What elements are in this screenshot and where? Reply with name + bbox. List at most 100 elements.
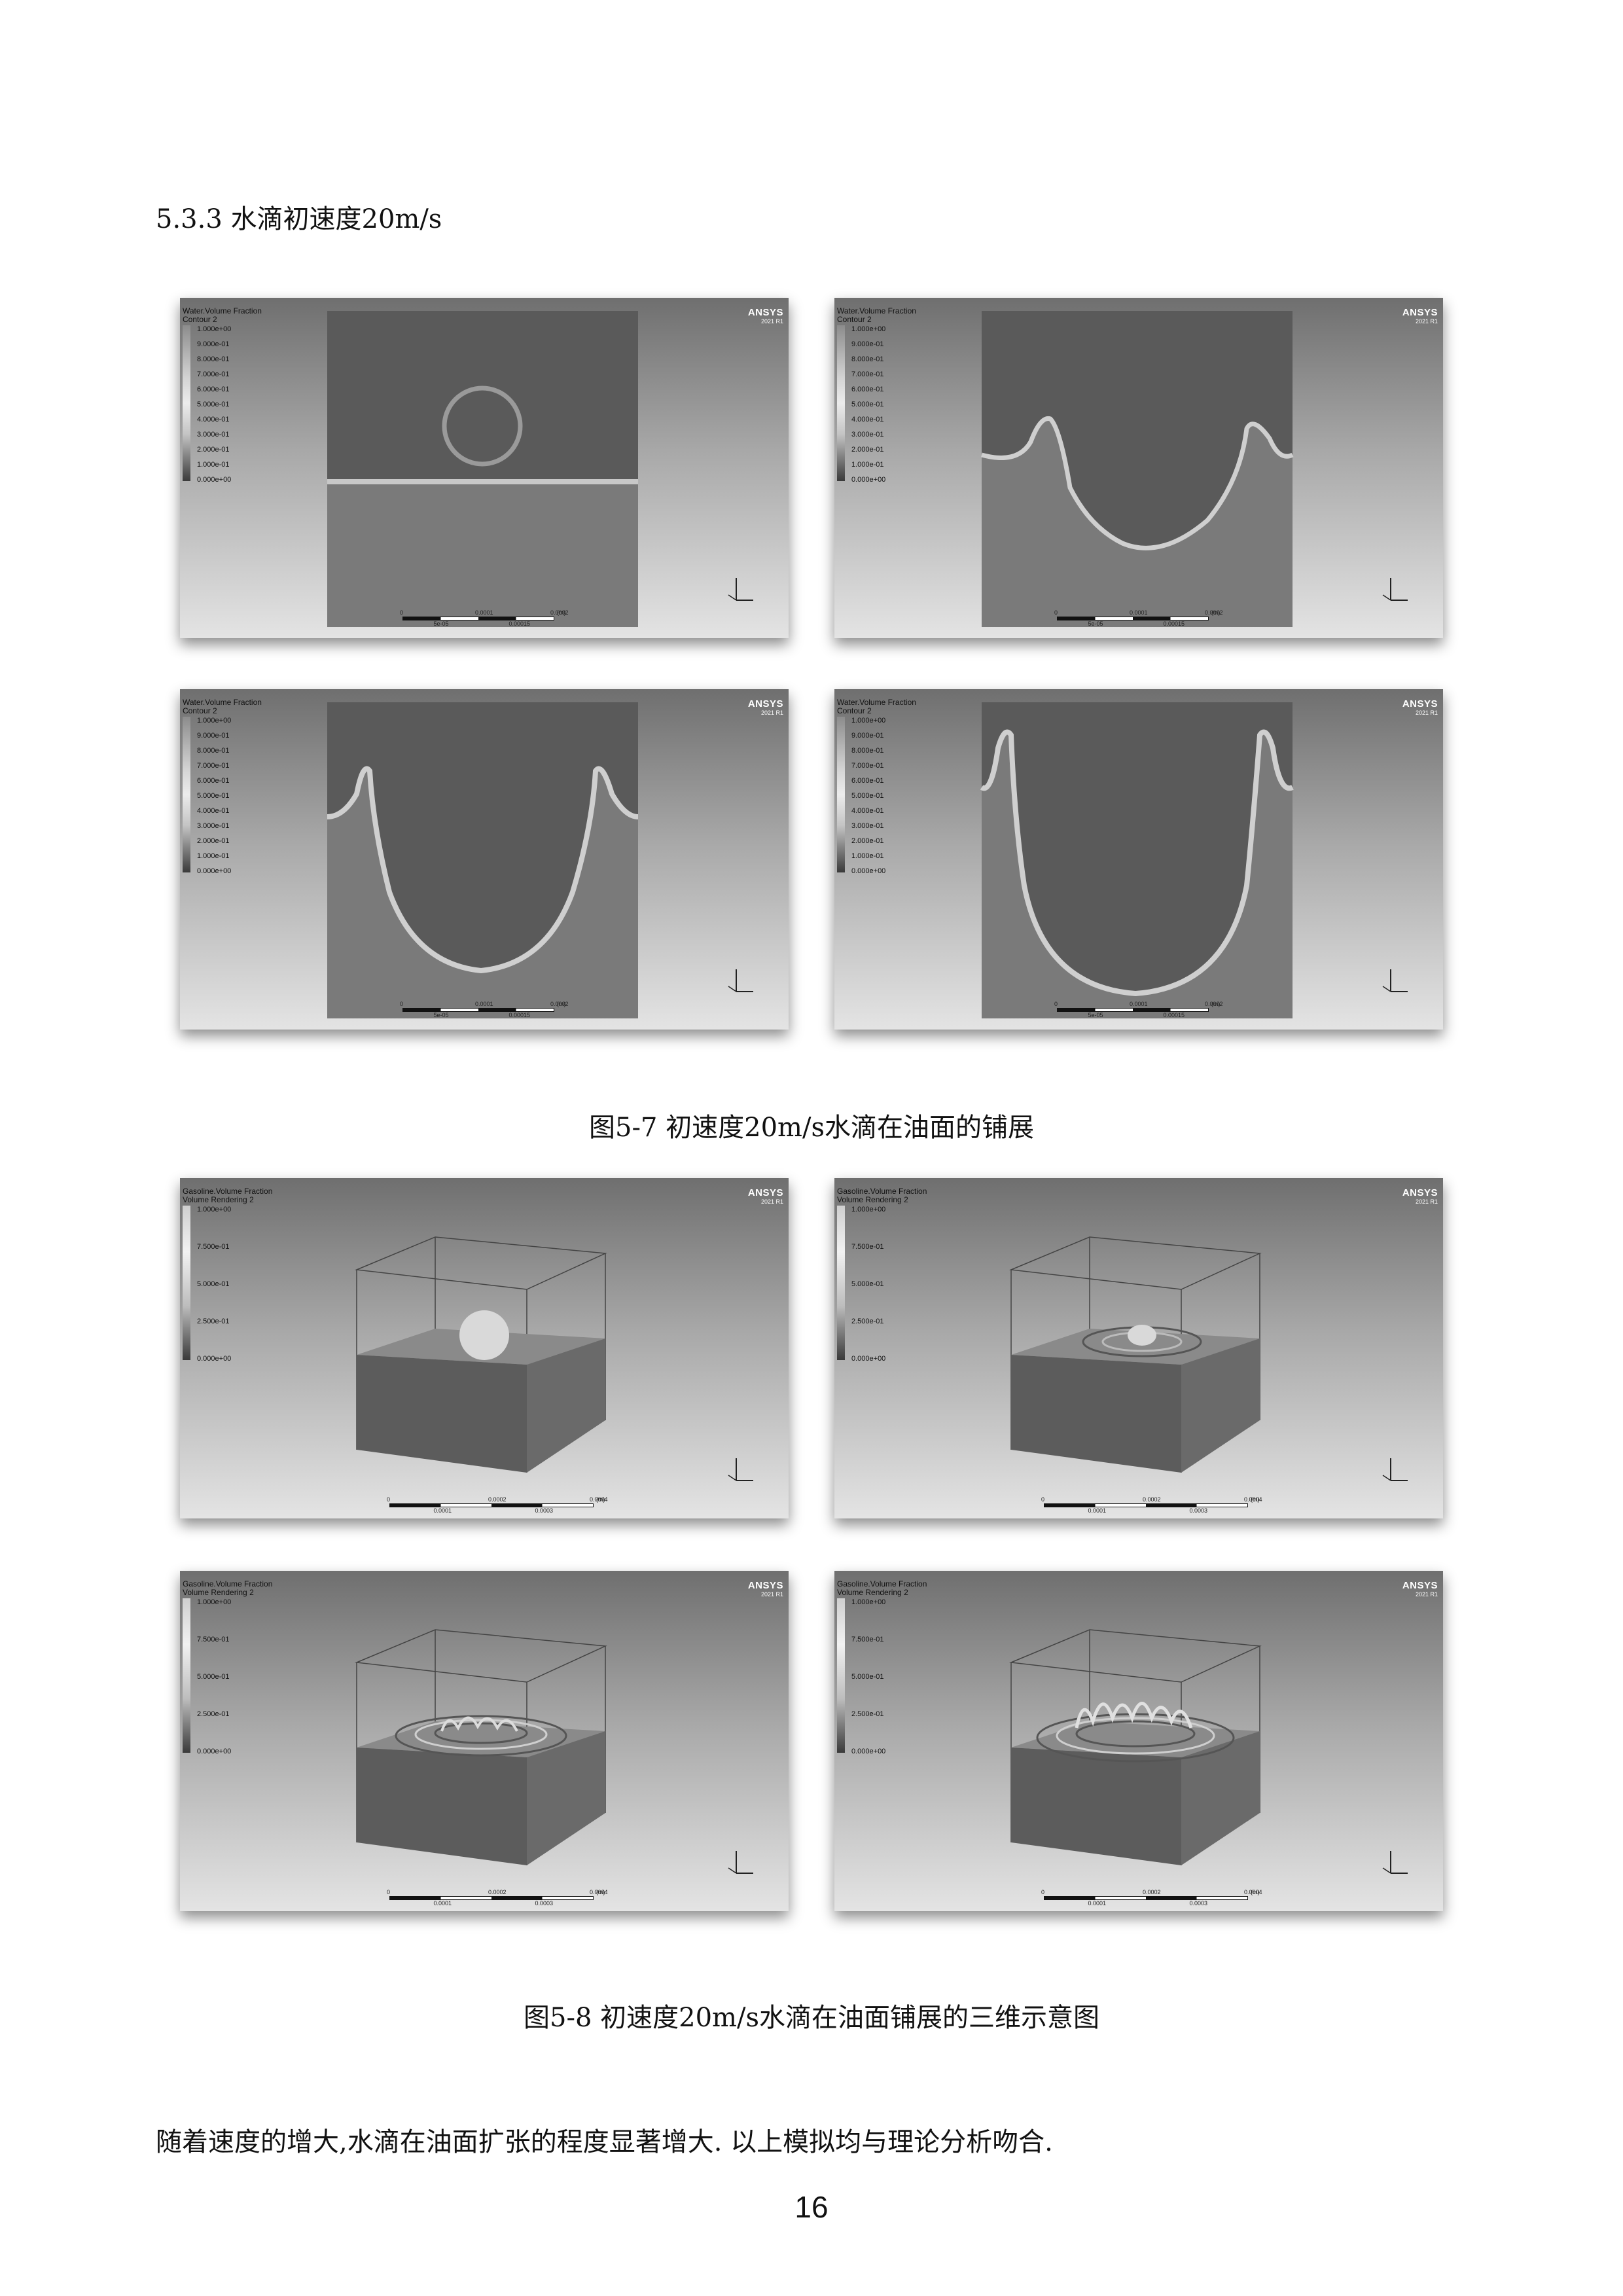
ansys-logo: ANSYS 2021 R1 <box>1402 1580 1438 1598</box>
legend-label: 5.000e-01 <box>851 401 884 408</box>
legend-color-bar <box>837 325 845 481</box>
legend-subtitle: Contour 2 <box>183 706 217 715</box>
legend-label: 1.000e+00 <box>197 1598 232 1606</box>
legend-label: 7.000e-01 <box>197 370 230 378</box>
legend-label: 0.000e+00 <box>851 476 886 484</box>
brand-version: 2021 R1 <box>760 1591 783 1598</box>
scale-label: 0 <box>387 1889 391 1895</box>
axis-triad-icon <box>728 969 753 992</box>
scale-bar: 0 0.0001 0.0002 (m) 5e-05 0.00015 <box>400 609 569 627</box>
contour-panel-4: Water.Volume Fraction Contour 2 1.000e+00 9… <box>834 689 1443 1030</box>
legend-label: 8.000e-01 <box>197 355 230 363</box>
legend-label: 2.000e-01 <box>851 837 884 845</box>
legend-color-bar <box>837 1598 845 1753</box>
legend-label: 3.000e-01 <box>197 822 230 830</box>
scale-bar: 0 0.0002 0.0004 (m) 0.0001 0.0003 <box>387 1496 608 1514</box>
scale-label: 5e-05 <box>1088 620 1103 627</box>
axis-triad-icon <box>1382 578 1408 601</box>
scale-label: 0.0004 <box>1244 1889 1262 1895</box>
legend-label: 4.000e-01 <box>851 807 884 815</box>
scale-bar-graphic <box>1057 1008 1209 1012</box>
scale-bar-graphic <box>402 617 554 620</box>
legend-label: 2.500e-01 <box>197 1710 230 1718</box>
brand-name: ANSYS <box>747 698 783 709</box>
contour-plot <box>981 311 1294 627</box>
volume-rendering <box>1009 1236 1262 1473</box>
legend: Water.Volume Fraction Contour 2 1.000e+00 9… <box>183 698 262 882</box>
legend-label: 7.500e-01 <box>197 1243 230 1251</box>
axis-triad-icon <box>1382 1851 1408 1874</box>
scale-bar-graphic <box>1044 1896 1248 1900</box>
scale-label: 0.0001 <box>475 1001 493 1007</box>
scale-label: 0.0001 <box>1088 1507 1107 1514</box>
legend-label: 6.000e-01 <box>197 777 230 785</box>
legend: Gasoline.Volume Fraction Volume Rendering… <box>183 1580 272 1785</box>
scale-label: 0.0002 <box>1143 1496 1161 1503</box>
legend-label: 1.000e+00 <box>851 1206 886 1213</box>
scale-label: (m) <box>596 1496 605 1503</box>
volume-panel-1: Gasoline.Volume Fraction Volume Rendering… <box>180 1178 789 1518</box>
scale-label: 0 <box>1054 1001 1058 1007</box>
axis-triad-icon <box>728 578 753 601</box>
scale-bar-graphic <box>1044 1503 1248 1507</box>
scale-label: 0.0001 <box>1130 609 1148 616</box>
legend-title: Gasoline.Volume Fraction <box>837 1579 927 1588</box>
legend-subtitle: Contour 2 <box>183 315 217 324</box>
ansys-logo: ANSYS 2021 R1 <box>1402 307 1438 325</box>
ansys-logo: ANSYS 2021 R1 <box>1402 1187 1438 1205</box>
legend-label: 6.000e-01 <box>197 386 230 393</box>
legend-label: 7.500e-01 <box>197 1636 230 1643</box>
legend-label: 5.000e-01 <box>197 401 230 408</box>
scale-label: 0.0001 <box>1130 1001 1148 1007</box>
legend-color-bar <box>183 325 190 481</box>
legend-label: 2.500e-01 <box>851 1710 884 1718</box>
scale-bar: 0 0.0001 0.0002 (m) 5e-05 0.00015 <box>1054 609 1223 627</box>
legend-label: 3.000e-01 <box>851 822 884 830</box>
scale-label: (m) <box>596 1889 605 1895</box>
legend-color-bar <box>183 717 190 872</box>
scale-bar-graphic <box>1057 617 1209 620</box>
legend-subtitle: Volume Rendering 2 <box>837 1588 908 1597</box>
brand-version: 2021 R1 <box>760 1198 783 1205</box>
legend-label: 9.000e-01 <box>851 340 884 348</box>
legend-label: 4.000e-01 <box>197 807 230 815</box>
volume-rendering <box>355 1629 607 1865</box>
brand-name: ANSYS <box>747 1580 783 1591</box>
brand-name: ANSYS <box>1402 698 1438 709</box>
legend-label: 7.500e-01 <box>851 1636 884 1643</box>
legend-label: 1.000e+00 <box>197 1206 232 1213</box>
legend-label: 1.000e-01 <box>197 461 230 469</box>
scale-bar-graphic <box>389 1896 594 1900</box>
contour-panel-1: Water.Volume Fraction Contour 2 1.000e+00 9… <box>180 298 789 638</box>
legend-label: 1.000e+00 <box>851 325 886 333</box>
figure-5-8-caption: 图5-8 初速度20m/s水滴在油面铺展的三维示意图 <box>524 2003 1099 2033</box>
page-number: 16 <box>794 2190 829 2224</box>
contour-plot <box>327 311 638 627</box>
scale-label: 0.0002 <box>550 609 569 616</box>
scale-label: 0.0002 <box>1143 1889 1161 1895</box>
legend-label: 9.000e-01 <box>197 732 230 740</box>
legend-label: 1.000e+00 <box>851 1598 886 1606</box>
legend-subtitle: Volume Rendering 2 <box>837 1195 908 1204</box>
scale-label: 0.0003 <box>1189 1507 1208 1514</box>
legend: Gasoline.Volume Fraction Volume Rendering… <box>837 1187 927 1392</box>
legend-label: 3.000e-01 <box>197 431 230 439</box>
brand-version: 2021 R1 <box>760 318 783 325</box>
scale-label: 0.0001 <box>475 609 493 616</box>
volume-panel-2: Gasoline.Volume Fraction Volume Rendering… <box>834 1178 1443 1518</box>
legend: Gasoline.Volume Fraction Volume Rendering… <box>837 1580 927 1785</box>
legend-label: 2.000e-01 <box>197 446 230 454</box>
legend-label: 5.000e-01 <box>197 1673 230 1681</box>
scale-label: (m) <box>1251 1889 1260 1895</box>
scale-bar: 0 0.0001 0.0002 (m) 5e-05 0.00015 <box>1054 1001 1223 1018</box>
volume-rendering <box>1009 1629 1262 1865</box>
scale-label: 0 <box>387 1496 391 1503</box>
brand-name: ANSYS <box>1402 307 1438 318</box>
scale-label: 0.0002 <box>1205 1001 1223 1007</box>
contour-plot <box>980 702 1294 1018</box>
ansys-logo: ANSYS 2021 R1 <box>1402 698 1438 716</box>
legend-subtitle: Contour 2 <box>837 706 872 715</box>
legend-title: Gasoline.Volume Fraction <box>837 1187 927 1196</box>
volume-rendering <box>355 1236 607 1473</box>
scale-label: (m) <box>557 1001 566 1007</box>
